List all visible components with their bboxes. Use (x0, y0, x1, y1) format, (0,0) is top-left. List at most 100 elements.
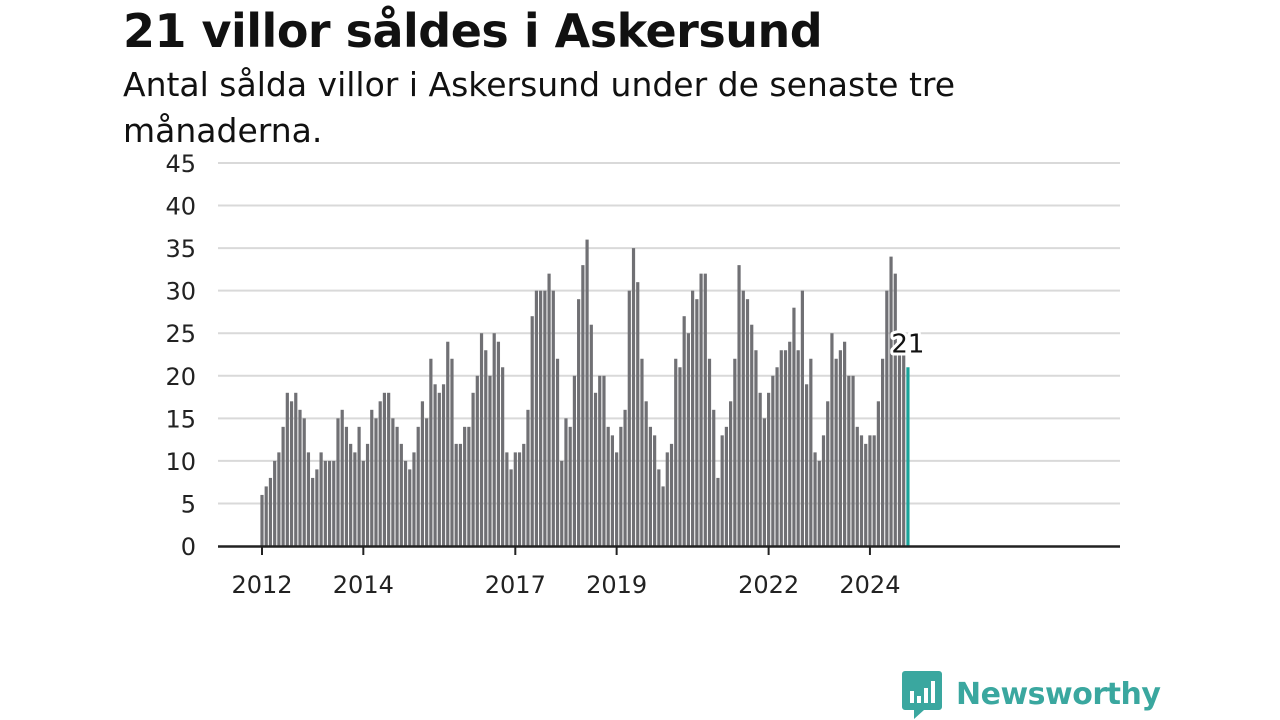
bar (581, 265, 585, 546)
bar (260, 494, 264, 546)
bar (361, 460, 365, 546)
bar (644, 401, 648, 546)
bar (501, 367, 505, 546)
bar (332, 460, 336, 546)
bar (429, 358, 433, 546)
bar (572, 375, 577, 546)
bar (615, 452, 619, 546)
bar (264, 486, 268, 546)
bar (509, 469, 513, 546)
bar (547, 273, 551, 546)
bar (543, 290, 547, 546)
bar (729, 401, 733, 546)
y-tick-label: 45 (165, 150, 196, 178)
bar (796, 350, 800, 546)
bar (885, 290, 889, 546)
bar (564, 418, 568, 546)
bar (327, 460, 332, 546)
bar (661, 486, 665, 546)
bar (868, 435, 872, 546)
bar (577, 299, 581, 546)
bar (682, 316, 686, 546)
bar (864, 443, 868, 546)
bar (450, 358, 454, 546)
bar (627, 290, 631, 546)
bar (446, 341, 450, 546)
bar (353, 452, 357, 546)
bar (340, 409, 344, 546)
bar (517, 452, 522, 546)
bar (805, 384, 809, 546)
bar (387, 392, 391, 546)
bar (315, 469, 319, 546)
last-value-label: 21 (891, 329, 924, 359)
bar (420, 401, 425, 546)
bar (277, 452, 281, 546)
bar (416, 426, 420, 546)
bar (712, 409, 716, 546)
x-tick-label: 2019 (586, 571, 647, 599)
bar (534, 290, 539, 546)
bar (826, 401, 830, 546)
bar (902, 350, 906, 546)
bar (733, 358, 737, 546)
value-labels: 21 (888, 326, 927, 362)
bar (830, 333, 834, 546)
bar (458, 443, 463, 546)
bar (669, 443, 674, 546)
bar (336, 418, 340, 546)
bar (433, 384, 437, 546)
bar (758, 392, 762, 546)
bar (437, 392, 441, 546)
bar (792, 307, 796, 546)
bar (441, 384, 446, 546)
bar (302, 418, 306, 546)
bar (522, 443, 526, 546)
bar (843, 341, 847, 546)
y-tick-label: 20 (165, 363, 196, 391)
bar (817, 460, 821, 546)
bar (737, 265, 741, 546)
bar (357, 426, 361, 546)
bar (555, 358, 560, 546)
bar (539, 290, 543, 546)
bar (408, 469, 412, 546)
y-tick-label: 15 (165, 405, 196, 433)
bar (370, 409, 374, 546)
bar (897, 350, 902, 546)
bar (754, 350, 758, 546)
bar (610, 435, 615, 546)
bar (568, 426, 572, 546)
bar (319, 452, 323, 546)
bar (589, 324, 593, 546)
bar (838, 350, 842, 546)
bar (623, 409, 627, 546)
bar (488, 375, 492, 546)
brand-name: Newsworthy (956, 677, 1161, 712)
y-tick-label: 0 (181, 533, 196, 561)
bar (678, 367, 682, 546)
bar (399, 443, 403, 546)
bar (657, 469, 661, 546)
y-tick-label: 35 (165, 235, 196, 263)
bar (636, 282, 640, 546)
bar (750, 324, 754, 546)
bar (691, 290, 695, 546)
bar (800, 290, 804, 546)
bar (703, 273, 707, 546)
bar (745, 299, 750, 546)
bar (598, 375, 602, 546)
x-tick-label: 2017 (485, 571, 546, 599)
bar (374, 418, 378, 546)
bar (475, 375, 479, 546)
bar (716, 477, 720, 546)
bar (289, 401, 294, 546)
bar (695, 299, 699, 546)
bar (378, 401, 382, 546)
bar (365, 443, 370, 546)
bar (454, 443, 458, 546)
bar (699, 273, 703, 546)
bar (285, 392, 289, 546)
bar (560, 460, 564, 546)
